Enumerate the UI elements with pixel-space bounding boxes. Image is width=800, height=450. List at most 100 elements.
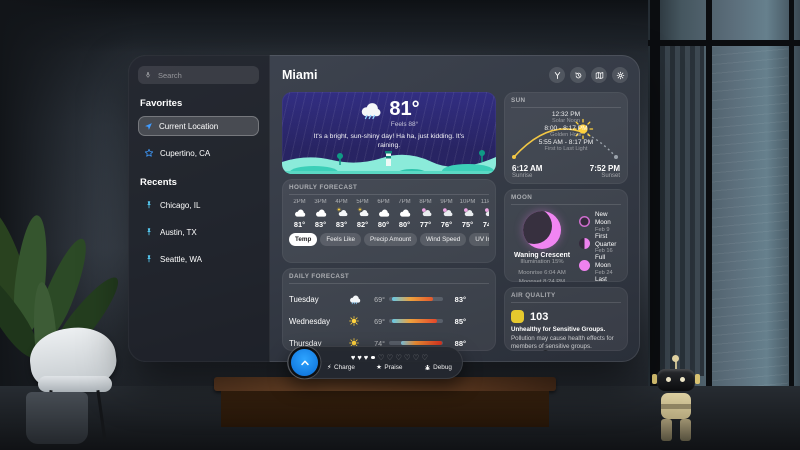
- heart-filled-icon: ♥: [363, 352, 369, 362]
- moonrise: Moonrise 6:04 AM: [518, 270, 566, 276]
- tab-precip-amount[interactable]: Precip Amount: [364, 233, 417, 246]
- expand-button[interactable]: [291, 349, 318, 376]
- hourly-metric-tabs: Temp Feels Like Precip Amount Wind Speed…: [289, 233, 489, 246]
- daily-row-wednesday[interactable]: Wednesday 69° 85°: [289, 316, 466, 326]
- gear-icon: [616, 71, 625, 80]
- hour-cell: 2PM 81°: [293, 199, 306, 229]
- sidebar-item-cupertino[interactable]: Cupertino, CA: [138, 143, 259, 163]
- crescent-moon-icon: [523, 211, 561, 249]
- settings-button[interactable]: [612, 67, 628, 83]
- plant-pot: [26, 392, 88, 444]
- window-mullion: [650, 0, 660, 450]
- moon-cloud-icon: [440, 207, 453, 218]
- air-quality-heading: AIR QUALITY: [511, 292, 621, 303]
- history-clock-icon: [574, 71, 583, 80]
- tab-uv-index[interactable]: UV Index: [469, 233, 489, 246]
- conditions-description: It's a bright, sun-shiny day! Ha ha, jus…: [313, 133, 465, 150]
- aqi-description: Unhealthy for Sensitive Groups. Pollutio…: [511, 326, 614, 351]
- hour-cell: 3PM 83°: [314, 199, 327, 229]
- moon-cloud-icon: [461, 207, 474, 218]
- bug-icon: [424, 364, 431, 371]
- new-moon-icon: [579, 216, 590, 228]
- solar-noon: 12:32 PM Solar Noon: [551, 111, 581, 124]
- chair-seat: [38, 376, 112, 392]
- heart-empty-icon: ♡: [412, 352, 420, 362]
- sunset: 7:52 PM Sunset: [589, 164, 620, 179]
- hour-cell: 7PM 80°: [398, 199, 411, 229]
- star-icon: ★: [376, 364, 382, 372]
- heart-empty-icon: ♡: [421, 352, 429, 362]
- units-button[interactable]: [549, 67, 565, 83]
- sidebar-item-current-location[interactable]: Current Location: [138, 116, 259, 136]
- full-moon-icon: [579, 259, 590, 271]
- location-arrow-icon: [144, 122, 153, 131]
- chevron-up-icon: [299, 357, 311, 369]
- rain-cloud-icon: [348, 293, 361, 305]
- heart-empty-icon: ♡: [395, 352, 402, 362]
- first-quarter-icon: [579, 238, 590, 250]
- map-button[interactable]: [591, 67, 607, 83]
- golden-hour: 8:00 - 8:17 PM Golden Hour: [544, 125, 588, 138]
- header-buttons: [549, 67, 628, 83]
- rain-on-glass: [712, 46, 788, 406]
- units-icon: [553, 71, 562, 80]
- temp-range-bar: [389, 319, 443, 323]
- charge-button[interactable]: ⚡ Charge: [327, 363, 355, 372]
- sun-card: SUN: [504, 92, 628, 184]
- hour-cell: 10PM 75°: [459, 199, 476, 229]
- temp-range-bar: [389, 341, 443, 345]
- cloud-icon: [314, 208, 327, 218]
- sidebar-item-chicago[interactable]: Chicago, IL: [138, 195, 259, 215]
- pushpin-icon: [144, 227, 154, 237]
- heart-filled-icon: ♥: [357, 352, 362, 362]
- daily-forecast-card: DAILY FORECAST Tuesday 69° 83° Wednesday…: [282, 268, 496, 351]
- debug-button[interactable]: Debug: [424, 363, 452, 371]
- moon-cloud-icon: [419, 207, 432, 218]
- current-conditions-card: 81° Feels 88° It's a bright, sun-shiny d…: [282, 92, 496, 174]
- sun-arc: [512, 118, 618, 159]
- tab-feels-like[interactable]: Feels Like: [320, 233, 362, 246]
- window-mullion: [648, 40, 800, 46]
- sun-heading: SUN: [511, 97, 621, 108]
- cloud-icon: [398, 208, 411, 218]
- tab-wind-speed[interactable]: Wind Speed: [419, 233, 467, 246]
- search-field[interactable]: [138, 66, 259, 84]
- heart-empty-icon: ♡: [386, 352, 394, 362]
- sidebar-item-label: Chicago, IL: [160, 200, 201, 210]
- first-last-light: 5:55 AM - 8:17 PM First to Last Light: [538, 139, 594, 152]
- tab-temp[interactable]: Temp: [289, 233, 318, 246]
- phase-row: New Moon Feb 9: [579, 211, 621, 233]
- cloud-icon: [293, 208, 306, 218]
- hourly-forecast-card: HOURLY FORECAST 2PM 81° 3PM 83° 4PM: [282, 179, 496, 263]
- moon-card: MOON Waning Crescent Illumination 15% Mo…: [504, 189, 628, 282]
- hourly-row[interactable]: 2PM 81° 3PM 83° 4PM 83° 5PM: [289, 199, 489, 229]
- main-content: Miami: [270, 55, 640, 362]
- hour-cell: 9PM 76°: [440, 199, 453, 229]
- sidebar-item-austin[interactable]: Austin, TX: [138, 222, 259, 242]
- praise-button[interactable]: ★ Praise: [376, 363, 403, 372]
- toy-robot: [649, 355, 705, 444]
- air-quality-card: AIR QUALITY 103 Unhealthy for Sensitive …: [504, 287, 628, 351]
- search-input[interactable]: [156, 69, 253, 81]
- mic-icon: [144, 71, 152, 79]
- aqi-badge: [511, 310, 524, 323]
- history-button[interactable]: [570, 67, 586, 83]
- window-mullion: [706, 0, 712, 450]
- phase-row: Full Moon Feb 24: [579, 254, 621, 276]
- feels-like: Feels 88°: [390, 121, 419, 128]
- hourly-heading: HOURLY FORECAST: [289, 184, 489, 195]
- bolt-icon: ⚡: [327, 364, 332, 372]
- sidebar-item-label: Cupertino, CA: [160, 148, 211, 158]
- sidebar-item-seattle[interactable]: Seattle, WA: [138, 249, 259, 269]
- aqi-value: 103: [530, 310, 549, 323]
- sidebar-item-label: Current Location: [159, 121, 219, 131]
- cloud-icon: [377, 208, 390, 218]
- heart-partial-icon: [371, 355, 375, 360]
- hearts-rating[interactable]: ♥ ♥ ♥ ♡ ♡ ♡ ♡ ♡ ♡: [325, 354, 454, 362]
- daily-row-tuesday[interactable]: Tuesday 69° 83°: [289, 293, 466, 305]
- hour-cell: 8PM 77°: [419, 199, 432, 229]
- daily-heading: DAILY FORECAST: [289, 273, 489, 284]
- daily-row-thursday[interactable]: Thursday 74° 88°: [289, 338, 466, 348]
- sunrise: 6:12 AM Sunrise: [512, 164, 543, 179]
- main-header: Miami: [282, 65, 628, 85]
